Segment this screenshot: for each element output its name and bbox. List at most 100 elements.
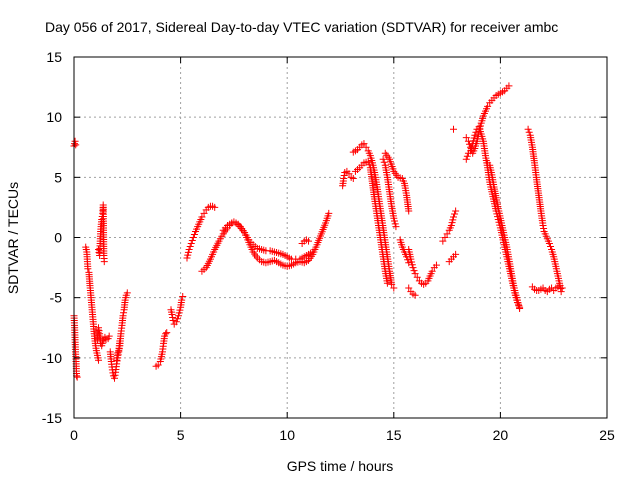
data-point bbox=[383, 279, 391, 287]
data-point bbox=[95, 246, 103, 254]
data-point bbox=[178, 296, 186, 304]
chart-title: Day 056 of 2017, Sidereal Day-to-day VTE… bbox=[45, 19, 558, 35]
data-point bbox=[364, 158, 372, 166]
data-point bbox=[179, 292, 187, 300]
data-points bbox=[70, 82, 566, 382]
data-point bbox=[185, 246, 193, 254]
y-tick-label: 15 bbox=[46, 49, 62, 65]
data-point bbox=[432, 261, 440, 269]
data-point bbox=[405, 207, 413, 215]
y-tick-label: -15 bbox=[42, 410, 62, 426]
data-point bbox=[411, 270, 419, 278]
data-point bbox=[111, 371, 119, 379]
data-point bbox=[405, 259, 413, 267]
data-point bbox=[463, 152, 471, 160]
data-point bbox=[189, 234, 197, 241]
data-point bbox=[462, 134, 470, 142]
x-tick-label: 15 bbox=[386, 427, 402, 443]
data-point bbox=[119, 312, 127, 320]
data-point bbox=[462, 155, 470, 163]
y-tick-label: -10 bbox=[42, 350, 62, 366]
x-axis-label: GPS time / hours bbox=[287, 458, 394, 474]
data-point bbox=[449, 125, 457, 133]
data-point bbox=[505, 82, 513, 90]
data-point bbox=[188, 237, 196, 245]
data-point bbox=[547, 243, 555, 251]
data-point bbox=[409, 264, 417, 272]
data-point bbox=[410, 267, 418, 275]
data-point bbox=[379, 155, 387, 163]
data-point bbox=[95, 249, 103, 257]
data-point bbox=[540, 224, 548, 232]
data-point bbox=[187, 240, 195, 248]
data-point bbox=[198, 213, 206, 221]
data-point bbox=[173, 315, 181, 323]
data-point bbox=[114, 351, 122, 359]
data-point bbox=[452, 207, 460, 215]
data-point bbox=[162, 330, 170, 338]
data-point bbox=[340, 172, 348, 180]
y-axis-label: SDTVAR / TECUs bbox=[5, 182, 21, 294]
data-point bbox=[558, 284, 566, 292]
y-tick-labels: -15 -10 -5 0 5 10 15 bbox=[42, 49, 62, 426]
data-point bbox=[451, 210, 459, 218]
data-point bbox=[405, 284, 413, 292]
data-point bbox=[99, 337, 107, 345]
x-tick-label: 20 bbox=[493, 427, 509, 443]
axis-ticks bbox=[73, 56, 608, 419]
data-point bbox=[211, 203, 219, 211]
data-point bbox=[413, 273, 421, 281]
data-point bbox=[439, 237, 447, 245]
data-point bbox=[163, 329, 171, 337]
data-point bbox=[539, 221, 547, 229]
data-point bbox=[100, 258, 108, 266]
data-point bbox=[349, 175, 357, 183]
data-point bbox=[325, 209, 333, 217]
data-point bbox=[305, 237, 313, 245]
data-point bbox=[84, 265, 92, 273]
data-point bbox=[186, 243, 194, 251]
x-tick-label: 0 bbox=[70, 427, 78, 443]
data-point bbox=[95, 327, 103, 335]
data-point bbox=[452, 250, 460, 258]
data-point bbox=[380, 158, 388, 166]
data-point bbox=[392, 223, 400, 231]
grid-lines bbox=[74, 57, 607, 418]
data-point bbox=[554, 283, 562, 291]
data-point bbox=[98, 215, 106, 223]
data-point bbox=[200, 209, 208, 217]
y-tick-label: 10 bbox=[46, 109, 62, 125]
data-point bbox=[345, 170, 353, 178]
data-point bbox=[484, 102, 492, 110]
data-point bbox=[471, 131, 479, 139]
data-point bbox=[169, 317, 177, 325]
data-point bbox=[524, 125, 532, 133]
x-tick-labels: 0 5 10 15 20 25 bbox=[70, 427, 615, 443]
data-point bbox=[95, 356, 103, 364]
x-tick-label: 25 bbox=[599, 427, 615, 443]
data-point bbox=[71, 137, 79, 145]
data-point bbox=[116, 337, 124, 345]
data-point bbox=[95, 324, 103, 332]
y-tick-label: -5 bbox=[50, 290, 63, 306]
data-point bbox=[172, 318, 180, 326]
data-point bbox=[388, 280, 396, 288]
data-point bbox=[545, 240, 553, 248]
data-point bbox=[365, 161, 373, 169]
data-point bbox=[362, 143, 370, 151]
data-point bbox=[428, 267, 436, 275]
data-point bbox=[169, 314, 177, 322]
x-tick-label: 5 bbox=[177, 427, 185, 443]
data-point bbox=[154, 361, 162, 369]
data-point bbox=[168, 311, 176, 319]
data-point bbox=[411, 291, 419, 299]
data-point bbox=[472, 128, 480, 136]
y-tick-label: 5 bbox=[54, 169, 62, 185]
data-point bbox=[340, 175, 348, 183]
data-point bbox=[72, 141, 80, 149]
data-point bbox=[516, 304, 524, 312]
data-point bbox=[449, 213, 457, 221]
data-point bbox=[557, 288, 565, 296]
data-point bbox=[120, 309, 128, 317]
